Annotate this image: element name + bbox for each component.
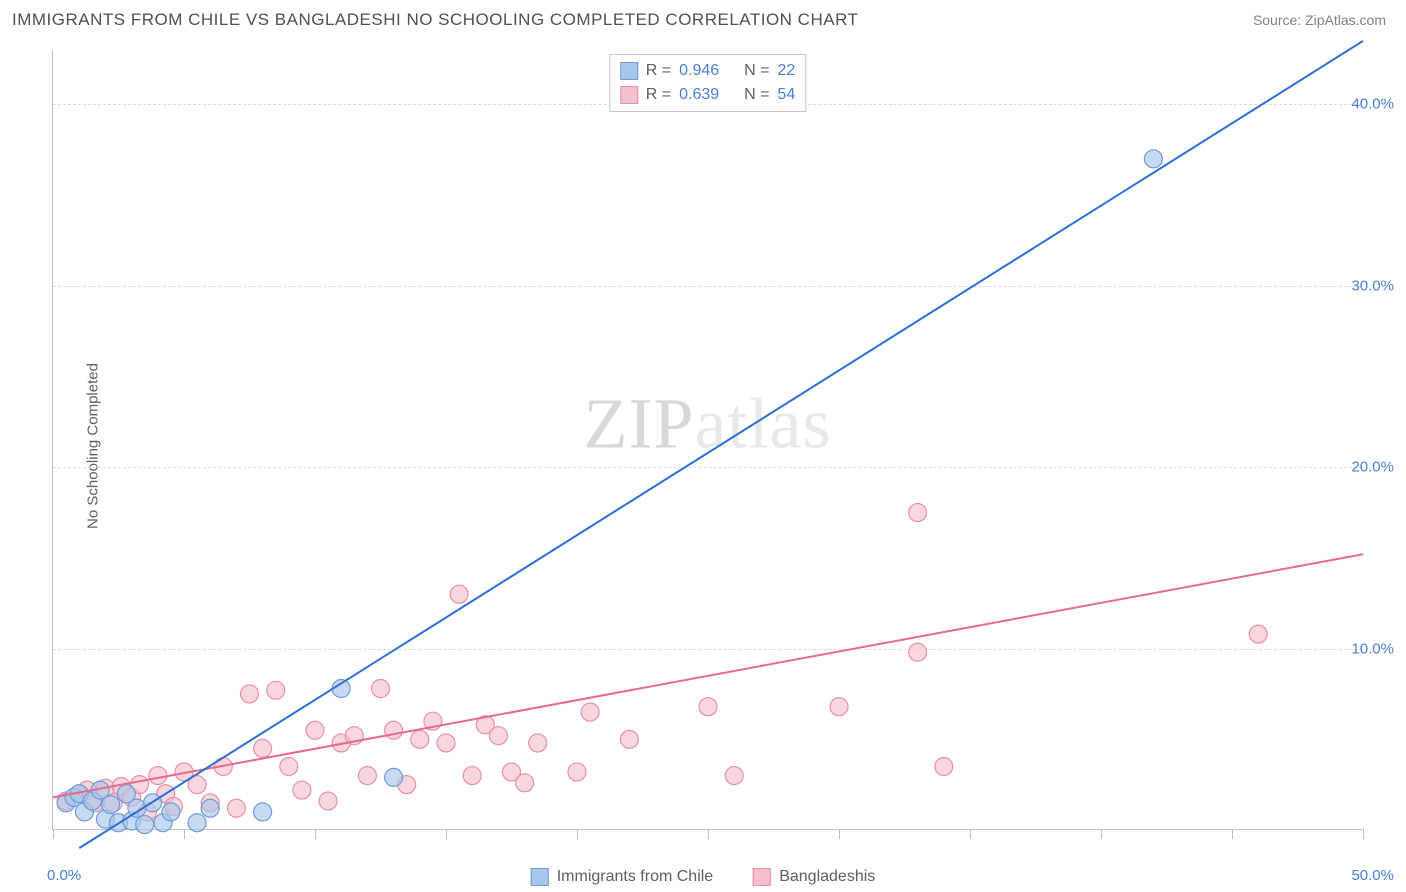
chart-title: IMMIGRANTS FROM CHILE VS BANGLADESHI NO …	[12, 10, 858, 30]
data-point-bangla	[830, 698, 848, 716]
r-label: R =	[646, 83, 671, 107]
stats-legend: R = 0.946 N = 22 R = 0.639 N = 54	[609, 54, 806, 112]
r-value-bangla: 0.639	[679, 83, 719, 107]
y-tick-label: 40.0%	[1351, 96, 1394, 113]
stats-legend-row-bangla: R = 0.639 N = 54	[620, 83, 795, 107]
swatch-chile	[531, 868, 549, 886]
legend-label-chile: Immigrants from Chile	[557, 868, 713, 886]
data-point-chile	[385, 768, 403, 786]
data-point-bangla	[489, 727, 507, 745]
n-value-bangla: 54	[777, 83, 795, 107]
data-point-chile	[254, 803, 272, 821]
r-label: R =	[646, 59, 671, 83]
data-point-bangla	[935, 758, 953, 776]
data-point-bangla	[450, 585, 468, 603]
data-point-chile	[188, 814, 206, 832]
data-point-bangla	[227, 799, 245, 817]
data-point-bangla	[463, 767, 481, 785]
swatch-chile	[620, 62, 638, 80]
data-point-bangla	[280, 758, 298, 776]
data-point-bangla	[909, 643, 927, 661]
y-tick-label: 10.0%	[1351, 640, 1394, 657]
swatch-bangla	[620, 86, 638, 104]
data-point-chile	[102, 796, 120, 814]
data-point-bangla	[267, 681, 285, 699]
y-tick-label: 30.0%	[1351, 277, 1394, 294]
legend-item-chile: Immigrants from Chile	[531, 868, 713, 886]
data-point-bangla	[372, 680, 390, 698]
x-tick-label: 50.0%	[1351, 867, 1394, 884]
series-legend: Immigrants from Chile Bangladeshis	[531, 868, 876, 886]
data-point-chile	[136, 816, 154, 834]
source-attribution: Source: ZipAtlas.com	[1253, 12, 1386, 28]
data-point-bangla	[581, 703, 599, 721]
data-point-bangla	[568, 763, 586, 781]
data-point-bangla	[725, 767, 743, 785]
y-tick-label: 20.0%	[1351, 459, 1394, 476]
stats-legend-row-chile: R = 0.946 N = 22	[620, 59, 795, 83]
data-point-bangla	[699, 698, 717, 716]
data-point-bangla	[254, 739, 272, 757]
chart-plot-area: ZIPatlas R = 0.946 N = 22 R = 0.639 N = …	[52, 50, 1362, 830]
data-point-bangla	[437, 734, 455, 752]
data-point-bangla	[1249, 625, 1267, 643]
n-value-chile: 22	[777, 59, 795, 83]
source-prefix: Source:	[1253, 12, 1305, 28]
data-point-bangla	[306, 721, 324, 739]
n-label: N =	[744, 83, 769, 107]
data-point-bangla	[293, 781, 311, 799]
regression-line-chile	[79, 41, 1363, 848]
data-point-bangla	[319, 792, 337, 810]
x-tick-label: 0.0%	[47, 867, 81, 884]
legend-label-bangla: Bangladeshis	[779, 868, 875, 886]
swatch-bangla	[753, 868, 771, 886]
scatter-plot-svg	[53, 50, 1362, 829]
legend-item-bangla: Bangladeshis	[753, 868, 875, 886]
data-point-bangla	[385, 721, 403, 739]
data-point-bangla	[149, 767, 167, 785]
data-point-bangla	[620, 730, 638, 748]
data-point-chile	[1144, 150, 1162, 168]
data-point-bangla	[516, 774, 534, 792]
data-point-bangla	[411, 730, 429, 748]
data-point-bangla	[529, 734, 547, 752]
data-point-chile	[162, 803, 180, 821]
regression-line-bangla	[53, 554, 1363, 797]
source-name: ZipAtlas.com	[1305, 12, 1386, 28]
data-point-bangla	[909, 504, 927, 522]
data-point-bangla	[358, 767, 376, 785]
n-label: N =	[744, 59, 769, 83]
data-point-bangla	[241, 685, 259, 703]
data-point-chile	[201, 799, 219, 817]
r-value-chile: 0.946	[679, 59, 719, 83]
